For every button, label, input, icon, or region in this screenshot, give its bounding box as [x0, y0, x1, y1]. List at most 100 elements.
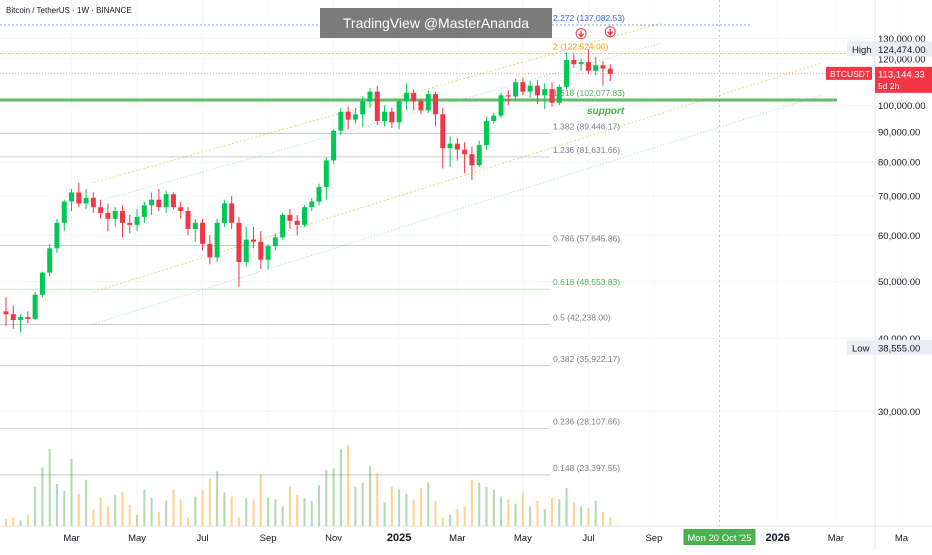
candle-body	[192, 222, 198, 229]
candle-body	[309, 201, 315, 208]
volume-bar	[609, 517, 612, 526]
candle-body	[513, 82, 519, 97]
volume-bar	[5, 519, 7, 526]
volume-bar	[48, 449, 51, 526]
volume-bar	[536, 500, 539, 526]
candle-body	[119, 211, 125, 223]
candle-body	[338, 111, 344, 131]
time-tick-label: Nov	[325, 533, 342, 544]
fib-label-1-382: 1.382 (89,446.17)	[553, 122, 620, 132]
price-tick-label: 120,000.00	[878, 54, 926, 65]
volume-bar	[165, 500, 168, 526]
candle-body	[258, 241, 264, 260]
volume-bar	[274, 499, 277, 526]
low-label-box	[847, 339, 932, 355]
fib-label-2-272: 2.272 (137,082.53)	[553, 13, 625, 23]
candle-body	[236, 222, 242, 263]
candle-body	[185, 211, 191, 229]
volume-bar	[405, 493, 408, 526]
time-tick-label: May	[128, 533, 146, 544]
axes: 130,000.00 120,000.00 100,000.00 90,000.00 8…	[63, 34, 932, 545]
volume-bar	[143, 489, 146, 526]
candle-body	[25, 317, 31, 319]
candle-body	[170, 194, 176, 208]
volume-bar	[529, 506, 532, 526]
candle-body	[294, 220, 300, 225]
volume-bar	[507, 499, 510, 526]
fib-label-2: 2 (122,524.00)	[553, 42, 608, 52]
channel-lower-outer-line	[93, 94, 822, 325]
candle-body	[578, 62, 584, 65]
volume-bar	[514, 503, 517, 526]
fib-label-0-148: 0.148 (23,397.55)	[553, 463, 620, 473]
candle-body	[527, 85, 533, 92]
volume-bar	[157, 512, 160, 526]
candle-body	[98, 207, 104, 213]
fib-levels: 2.272 (137,082.53) 2 (122,524.00) 1.618 (1…	[0, 13, 875, 476]
candle-body	[556, 86, 562, 103]
candle-body	[221, 203, 227, 223]
volume-bar	[558, 499, 561, 526]
high-label: High	[852, 45, 872, 56]
volume-bar	[267, 498, 270, 526]
symbol-title: Bitcoin / TetherUS · 1W · BINANCE	[6, 6, 132, 15]
candle-body	[127, 222, 133, 225]
volume-bar	[361, 482, 364, 526]
volume-bar	[106, 506, 109, 526]
volume-bar	[12, 517, 15, 526]
volume-bar	[500, 496, 503, 526]
candle-body	[265, 246, 271, 260]
time-tick-label: 2026	[765, 532, 789, 544]
volume-layer	[5, 444, 612, 526]
symbol-badge-label: BTCUSDT	[830, 69, 870, 79]
candle-body	[447, 143, 453, 149]
time-tick-label: Sep	[645, 533, 662, 544]
last-price-value: 113,144.33	[878, 69, 925, 80]
candle-body	[505, 95, 511, 97]
candle-body	[498, 95, 504, 116]
candle-body	[69, 192, 75, 202]
volume-bar	[237, 517, 240, 526]
candle-body	[534, 85, 540, 96]
volume-bar	[194, 496, 197, 526]
candles	[3, 49, 613, 333]
volume-bar	[63, 491, 66, 526]
volume-bar	[376, 472, 379, 526]
high-label-box	[847, 41, 932, 57]
down-arrow-icon	[575, 28, 587, 40]
price-tick-label: 40,000.00	[878, 334, 920, 345]
candle-body	[149, 199, 155, 206]
symbol-badge	[826, 66, 872, 80]
candle-body	[323, 160, 329, 188]
time-tick-label: May	[514, 533, 532, 544]
candle-body	[141, 205, 147, 217]
volume-bar	[41, 467, 44, 526]
volume-bar	[412, 499, 415, 526]
watermark: TradingView @MasterAnanda	[320, 8, 552, 38]
candle-body	[411, 92, 417, 102]
candle-body	[607, 68, 613, 74]
volume-bar	[354, 486, 357, 526]
candle-body	[418, 101, 424, 111]
volume-bar	[70, 458, 73, 526]
time-marker-badge[interactable]	[683, 529, 756, 545]
time-tick-label: Ma	[895, 533, 909, 544]
price-tick-label: 90,000.00	[878, 128, 920, 139]
candle-body	[389, 111, 395, 123]
time-tick-label: Mar	[63, 533, 79, 544]
candle-body	[32, 294, 38, 319]
candle-body	[61, 201, 67, 223]
candle-body	[18, 317, 24, 321]
volume-bar	[55, 484, 58, 526]
time-tick-label: Mar	[449, 533, 465, 544]
candle-body	[433, 94, 439, 115]
volume-bar	[259, 474, 262, 526]
volume-bar	[92, 509, 95, 526]
candle-body	[520, 82, 526, 92]
candle-body	[571, 59, 577, 65]
candle-body	[163, 194, 169, 208]
high-value: 124,474.00	[878, 45, 926, 56]
